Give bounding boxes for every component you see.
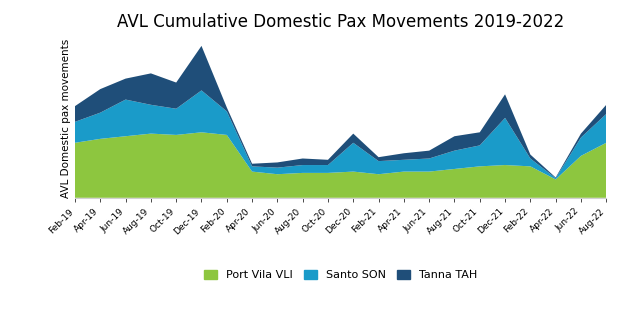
Legend: Port Vila VLI, Santo SON, Tanna TAH: Port Vila VLI, Santo SON, Tanna TAH: [199, 265, 482, 285]
Y-axis label: AVL Domestic pax movements: AVL Domestic pax movements: [61, 38, 71, 198]
Title: AVL Cumulative Domestic Pax Movements 2019-2022: AVL Cumulative Domestic Pax Movements 20…: [117, 13, 564, 31]
